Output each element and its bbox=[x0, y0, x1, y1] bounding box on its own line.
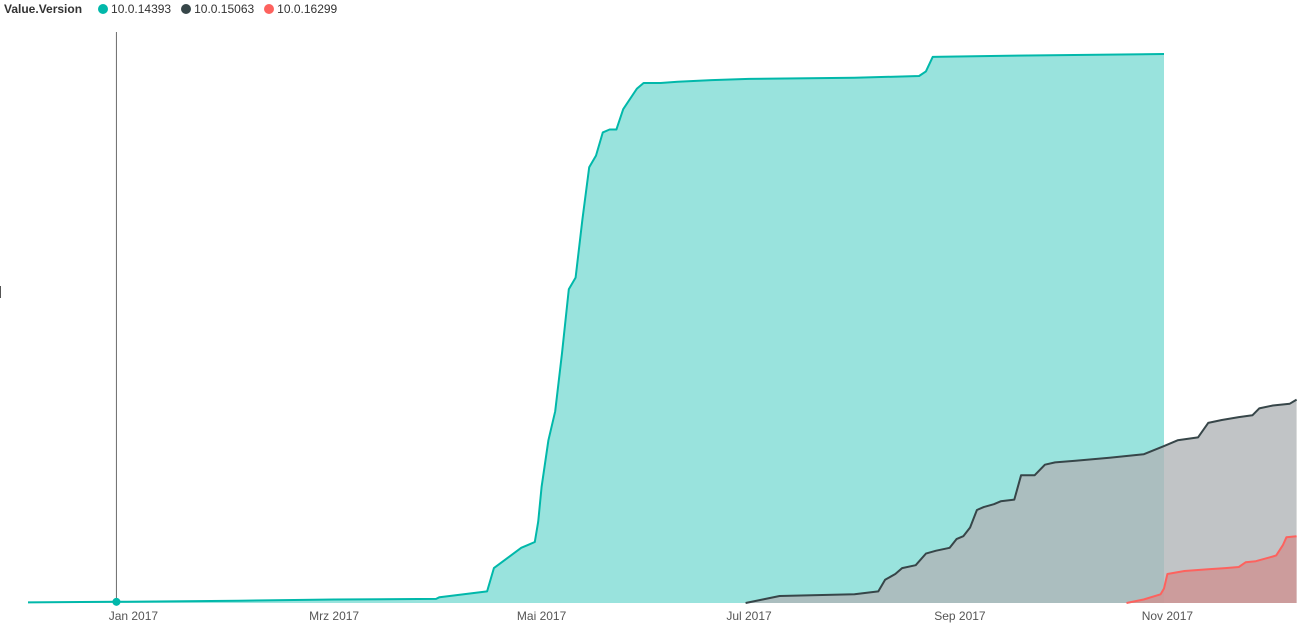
series-area-2[interactable] bbox=[745, 399, 1297, 603]
x-tick-label-3: Mai 2017 bbox=[517, 609, 567, 623]
y-axis-marker bbox=[0, 286, 1, 298]
legend-item-series-1[interactable]: 10.0.14393 bbox=[98, 2, 171, 16]
series-areas bbox=[28, 54, 1297, 603]
hover-point-marker bbox=[112, 597, 121, 606]
series-lines bbox=[27, 53, 1298, 604]
series-line-1[interactable] bbox=[27, 53, 1165, 604]
x-tick-label-2: Mrz 2017 bbox=[309, 609, 359, 623]
legend-item-series-2[interactable]: 10.0.15063 bbox=[181, 2, 254, 16]
legend-label-series-2: 10.0.15063 bbox=[194, 2, 255, 16]
x-tick-label-5: Sep 2017 bbox=[934, 609, 986, 623]
x-tick-label-6: Nov 2017 bbox=[1142, 609, 1194, 623]
legend-title: Value.Version bbox=[4, 2, 83, 16]
legend-marker-series-1 bbox=[98, 4, 109, 14]
x-axis-ticks: Jan 2017 Mrz 2017 Mai 2017 Jul 2017 Sep 2017… bbox=[109, 609, 1194, 623]
legend-marker-series-2 bbox=[181, 4, 192, 14]
series-line-2[interactable] bbox=[745, 398, 1298, 604]
chart-legend: Value.Version 10.0.14393 10.0.15063 10.0… bbox=[4, 1, 347, 17]
legend-label-series-3: 10.0.16299 bbox=[277, 2, 338, 16]
series-area-1[interactable] bbox=[28, 54, 1164, 603]
legend-marker-series-3 bbox=[264, 4, 275, 14]
series-line-3[interactable] bbox=[1126, 535, 1297, 604]
legend-label-series-1: 10.0.14393 bbox=[111, 2, 172, 16]
x-tick-label-1: Jan 2017 bbox=[109, 609, 159, 623]
x-tick-label-4: Jul 2017 bbox=[726, 609, 772, 623]
legend-item-series-3[interactable]: 10.0.16299 bbox=[264, 2, 337, 16]
